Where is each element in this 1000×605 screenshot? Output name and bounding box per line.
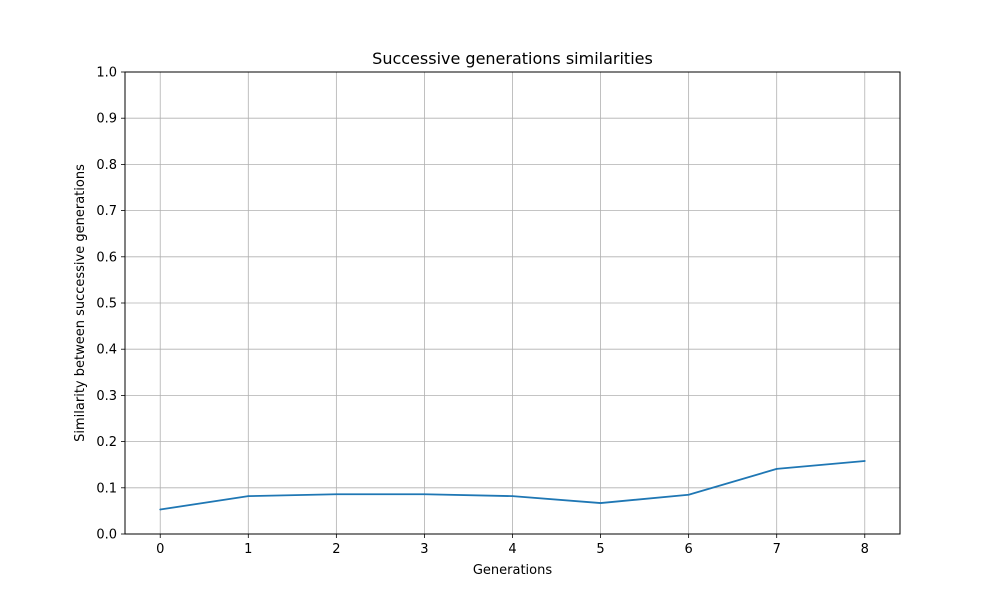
data-point xyxy=(775,467,778,470)
data-point xyxy=(511,495,514,498)
y-tick-label: 1.0 xyxy=(96,66,117,81)
x-tick-label: 5 xyxy=(596,542,604,557)
y-tick-label: 0.6 xyxy=(96,250,117,265)
x-tick-label: 1 xyxy=(244,542,252,557)
ticks: 0 1 2 3 4 5 6 7 8 0.0 0.1 0.2 0.3 0.4 0.5 0.6 0.7 0.8 0.9 1… xyxy=(96,66,869,558)
y-axis-label: Similarity between successive generation… xyxy=(73,164,88,442)
y-tick-label: 0.0 xyxy=(96,528,117,543)
y-tick-label: 0.7 xyxy=(96,204,117,219)
x-tick-label: 4 xyxy=(508,542,516,557)
data-point xyxy=(159,508,162,511)
grid xyxy=(125,71,900,535)
data-point xyxy=(335,493,338,496)
data-point xyxy=(687,493,690,496)
y-tick-label: 0.9 xyxy=(96,112,117,127)
x-tick-label: 2 xyxy=(332,542,340,557)
x-tick-label: 6 xyxy=(684,542,692,557)
y-tick-label: 0.2 xyxy=(96,435,117,450)
x-axis-label: Generations xyxy=(473,563,553,578)
series-layer xyxy=(159,460,866,511)
data-point xyxy=(423,493,426,496)
x-tick-label: 7 xyxy=(773,542,781,557)
data-point xyxy=(599,502,602,504)
data-point xyxy=(247,495,250,498)
x-tick-label: 8 xyxy=(861,542,869,557)
y-tick-label: 0.4 xyxy=(96,343,117,358)
y-tick-label: 0.8 xyxy=(96,158,117,173)
y-tick-label: 0.3 xyxy=(96,389,117,404)
x-tick-label: 3 xyxy=(420,542,428,557)
y-tick-label: 0.1 xyxy=(96,481,117,496)
chart-title: Successive generations similarities xyxy=(372,49,653,68)
x-tick-label: 0 xyxy=(156,542,164,557)
y-tick-label: 0.5 xyxy=(96,297,117,312)
data-point xyxy=(863,460,866,462)
